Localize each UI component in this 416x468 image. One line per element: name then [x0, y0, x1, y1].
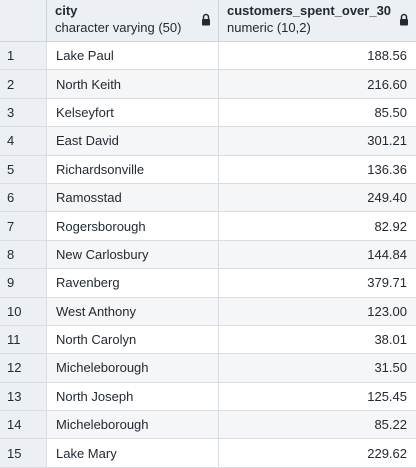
city-cell[interactable]: Kelseyfort: [47, 98, 219, 127]
spent-cell[interactable]: 229.62: [367, 445, 407, 461]
column-type: character varying (50): [55, 20, 182, 35]
row-number[interactable]: 13: [0, 382, 47, 411]
row-number[interactable]: 4: [0, 127, 47, 155]
column-header-city[interactable]: city character varying (50): [47, 0, 219, 41]
spent-cell[interactable]: 216.60: [219, 70, 416, 98]
row-number[interactable]: 15: [0, 439, 47, 467]
column-name: customers_spent_over_30: [227, 3, 392, 18]
spent-cell[interactable]: 136.36: [367, 161, 407, 177]
row-number[interactable]: 12: [0, 354, 47, 382]
city-cell[interactable]: Rogersborough: [47, 212, 219, 240]
city-cell[interactable]: West Anthony: [47, 297, 219, 325]
table-row[interactable]: 5 Richardsonville 136.36: [0, 155, 416, 184]
row-number[interactable]: 8: [0, 240, 47, 269]
row-number[interactable]: 1: [0, 42, 47, 70]
spent-cell[interactable]: 38.01: [374, 332, 407, 348]
row-number[interactable]: 3: [0, 98, 47, 127]
row-number[interactable]: 9: [0, 269, 47, 297]
column-header-customers-spent-over-30[interactable]: customers_spent_over_30 numeric (10,2): [219, 0, 416, 41]
column-type: numeric (10,2): [227, 20, 311, 35]
row-number[interactable]: 7: [0, 212, 47, 240]
spent-cell[interactable]: 125.45: [367, 388, 407, 404]
city-cell[interactable]: North Carolyn: [47, 325, 219, 354]
spent-cell[interactable]: 188.56: [367, 48, 407, 64]
city-cell[interactable]: East David: [47, 127, 219, 155]
city-cell[interactable]: Richardsonville: [47, 155, 219, 183]
row-number[interactable]: 2: [0, 70, 47, 98]
row-number[interactable]: 6: [0, 183, 47, 212]
city-cell[interactable]: Micheleborough: [47, 354, 219, 382]
spent-cell[interactable]: 379.71: [367, 275, 407, 291]
table-row[interactable]: 6 Ramosstad 249.40: [0, 183, 416, 213]
table-row[interactable]: 3 Kelseyfort 85.50: [0, 98, 416, 128]
table-row[interactable]: 7 Rogersborough 82.92: [0, 212, 416, 241]
row-number[interactable]: 10: [0, 297, 47, 325]
table-row[interactable]: 1 Lake Paul 188.56: [0, 42, 416, 71]
spent-cell[interactable]: 85.22: [219, 411, 416, 439]
table-row[interactable]: 11 North Carolyn 38.01: [0, 325, 416, 355]
row-number[interactable]: 11: [0, 325, 47, 354]
table-row[interactable]: 12 Micheleborough 31.50: [0, 354, 416, 383]
grid-body: 1 Lake Paul 188.56 2 North Keith 216.60 …: [0, 42, 416, 468]
city-cell[interactable]: Ravenberg: [47, 269, 219, 297]
table-row[interactable]: 9 Ravenberg 379.71: [0, 269, 416, 298]
table-row[interactable]: 10 West Anthony 123.00: [0, 297, 416, 326]
spent-cell[interactable]: 82.92: [374, 218, 407, 234]
lock-icon: [202, 13, 210, 26]
city-cell[interactable]: Lake Mary: [47, 439, 219, 467]
row-number-header[interactable]: [0, 0, 47, 41]
column-name: city: [55, 3, 78, 18]
row-number[interactable]: 14: [0, 411, 47, 439]
spent-cell[interactable]: 31.50: [219, 354, 416, 382]
table-row[interactable]: 4 East David 301.21: [0, 127, 416, 156]
row-number[interactable]: 5: [0, 155, 47, 183]
table-row[interactable]: 15 Lake Mary 229.62: [0, 439, 416, 468]
table-row[interactable]: 2 North Keith 216.60: [0, 70, 416, 99]
spent-cell[interactable]: 123.00: [219, 297, 416, 325]
spent-cell[interactable]: 144.84: [219, 240, 416, 269]
spent-cell[interactable]: 85.50: [374, 104, 407, 120]
table-row[interactable]: 13 North Joseph 125.45: [0, 382, 416, 412]
table-row[interactable]: 14 Micheleborough 85.22: [0, 411, 416, 440]
city-cell[interactable]: New Carlosbury: [47, 240, 219, 269]
city-cell[interactable]: Lake Paul: [47, 42, 219, 70]
spent-cell[interactable]: 301.21: [219, 127, 416, 155]
city-cell[interactable]: Ramosstad: [47, 183, 219, 212]
city-cell[interactable]: North Joseph: [47, 382, 219, 411]
lock-icon: [400, 13, 408, 26]
city-cell[interactable]: North Keith: [47, 70, 219, 98]
grid-header: city character varying (50) customers_sp…: [0, 0, 416, 42]
spent-cell[interactable]: 249.40: [219, 183, 416, 212]
city-cell[interactable]: Micheleborough: [47, 411, 219, 439]
table-row[interactable]: 8 New Carlosbury 144.84: [0, 240, 416, 270]
